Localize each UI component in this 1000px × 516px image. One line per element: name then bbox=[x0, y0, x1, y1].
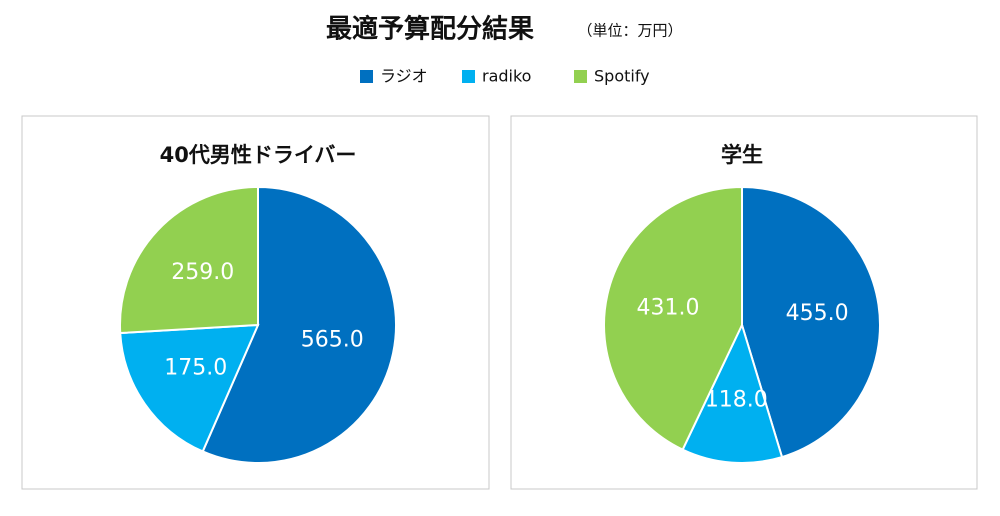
chart-title: 40代男性ドライバー bbox=[160, 143, 357, 167]
legend-swatch bbox=[360, 70, 373, 83]
pie-slice bbox=[119, 185, 259, 335]
legend-swatch bbox=[574, 70, 587, 83]
data-label: 455.0 bbox=[786, 301, 849, 326]
legend-label: radiko bbox=[482, 67, 531, 86]
data-label: 175.0 bbox=[164, 355, 227, 380]
data-label: 259.0 bbox=[171, 260, 234, 285]
pie-slice bbox=[741, 185, 881, 459]
data-label: 118.0 bbox=[705, 388, 768, 413]
legend-swatch bbox=[462, 70, 475, 83]
legend-label: ラジオ bbox=[380, 67, 428, 86]
data-label: 565.0 bbox=[301, 328, 364, 353]
panel bbox=[21, 115, 490, 490]
panel bbox=[510, 115, 978, 490]
page-title: 最適予算配分結果 bbox=[326, 14, 534, 45]
data-label: 431.0 bbox=[636, 295, 699, 320]
legend-label: Spotify bbox=[594, 67, 650, 86]
unit-label: （単位：万円） bbox=[577, 22, 682, 40]
pie-slice bbox=[603, 185, 743, 451]
pie-slice bbox=[201, 185, 397, 464]
pie-slice bbox=[681, 322, 784, 464]
pie-slice bbox=[119, 323, 260, 453]
chart-title: 学生 bbox=[721, 143, 763, 167]
